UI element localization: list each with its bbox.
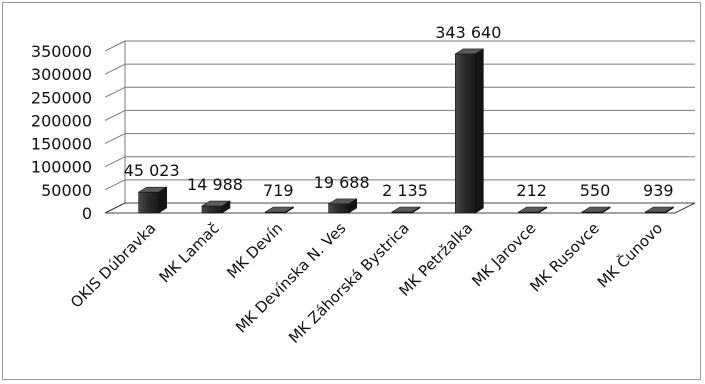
bar: [327, 198, 358, 214]
y-tick-label: 150000: [31, 135, 92, 154]
gridline-side: [104, 109, 126, 121]
category-label: OKIS Dúbravka: [67, 219, 159, 311]
y-tick-label: 300000: [31, 65, 92, 84]
data-label: 212: [516, 181, 547, 200]
bars: [137, 48, 675, 214]
gridline-side: [104, 179, 126, 191]
y-tick-label: 50000: [41, 181, 92, 200]
bar: [200, 200, 232, 214]
y-axis-ticks: 0 50000 100000 150000 200000 250000 300000 3500…: [31, 42, 92, 223]
gridline-side: [104, 133, 126, 145]
y-tick-label: 0: [82, 204, 92, 223]
category-label: MK Čunovo: [593, 218, 666, 291]
category-label: MK Lamač: [156, 219, 223, 286]
category-label: MK Záhorská Bystrica: [285, 219, 413, 347]
data-label: 939: [643, 181, 674, 200]
data-label: 550: [580, 181, 611, 200]
data-label: 343 640: [435, 23, 501, 42]
gridlines: [104, 40, 696, 214]
gridline-side: [104, 40, 126, 52]
bar: [137, 186, 168, 214]
bar: [264, 206, 295, 214]
data-label: 19 688: [314, 173, 370, 192]
category-label: MK Devínska N. Ves: [232, 219, 349, 336]
data-labels: 45 023 14 988 719 19 688 2 135 343 640 212 550 9…: [124, 23, 674, 200]
data-label: 719: [263, 181, 294, 200]
y-tick-label: 350000: [31, 42, 92, 61]
y-tick-label: 200000: [31, 111, 92, 130]
gridline-side: [104, 63, 126, 75]
gridline-side: [104, 156, 126, 168]
gridline-side: [104, 86, 126, 98]
chart-frame: [2, 2, 701, 380]
bar: [390, 206, 422, 214]
floor-plane: [104, 202, 696, 214]
bar: [454, 48, 485, 214]
bar: [644, 206, 675, 214]
data-label: 14 988: [187, 175, 243, 194]
bar: [580, 206, 612, 214]
data-label: 2 135: [382, 181, 428, 200]
category-label: MK Devín: [223, 219, 286, 282]
bar: [517, 206, 548, 214]
y-tick-label: 100000: [31, 158, 92, 177]
y-tick-label: 250000: [31, 88, 92, 107]
data-label: 45 023: [124, 161, 180, 180]
